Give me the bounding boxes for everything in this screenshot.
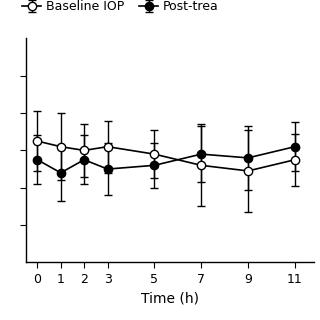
X-axis label: Time (h): Time (h) [140,292,199,305]
Legend: Baseline IOP, Post-trea: Baseline IOP, Post-trea [18,0,224,18]
